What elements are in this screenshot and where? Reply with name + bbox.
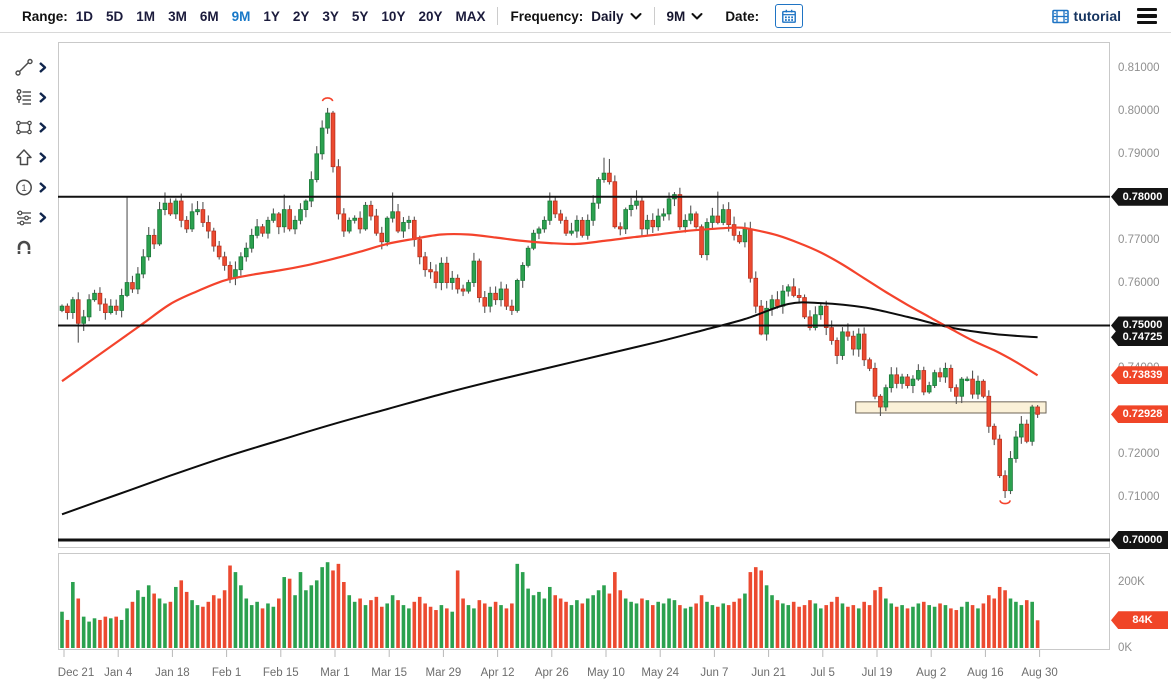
volume-axis-label: 0K: [1118, 642, 1133, 654]
chevron-down-icon: [630, 12, 642, 19]
date-label: Date:: [725, 8, 760, 24]
moving-average-fast: [61, 226, 1039, 383]
date-label: Jun 7: [700, 667, 729, 679]
range-option-3m[interactable]: 3M: [168, 8, 187, 24]
date-label: Jan 4: [104, 667, 133, 679]
moving-average-slow: [61, 301, 1038, 516]
shape-icon: [16, 120, 32, 134]
range-option-3y[interactable]: 3Y: [322, 8, 339, 24]
magnet-icon: [17, 240, 31, 254]
chevron-right-icon: [39, 211, 47, 223]
svg-text:1: 1: [21, 183, 26, 194]
resistance-zone: [855, 401, 1047, 414]
top-toolbar: Range: 1D 5D 1M 3M 6M 9M 1Y 2Y 3Y 5Y 10Y 20Y MAX Fre…: [0, 0, 1171, 33]
chevron-right-icon: [39, 181, 47, 193]
chevron-right-icon: [39, 61, 47, 73]
x-axis-ticks: [63, 650, 1041, 657]
date-label: Aug 16: [967, 667, 1004, 679]
date-label: May 24: [641, 667, 680, 679]
price-tag-0.70000: 0.70000: [1111, 531, 1168, 549]
chevron-right-icon: [39, 91, 47, 103]
period-value: 9M: [666, 8, 686, 24]
range-label: Range:: [22, 8, 68, 24]
price-pane[interactable]: [58, 42, 1110, 548]
range-option-20y[interactable]: 20Y: [418, 8, 443, 24]
date-label: Aug 2: [916, 667, 947, 679]
date-label: May 10: [587, 667, 625, 679]
date-picker-button[interactable]: [775, 4, 804, 28]
range-option-9m[interactable]: 9M: [231, 8, 251, 24]
date-label: Mar 1: [320, 667, 350, 679]
tool-fibonacci[interactable]: [14, 84, 56, 110]
volume-axis-label: 200K: [1118, 576, 1145, 588]
date-label: Dec 21: [57, 667, 95, 679]
tool-shape[interactable]: [14, 114, 56, 140]
date-label: Jun 21: [751, 667, 786, 679]
price-axis-label: 0.80000: [1118, 104, 1160, 117]
candles: [59, 107, 1040, 498]
date-label: Jul 5: [810, 667, 835, 679]
level-lines: [58, 195, 1110, 542]
range-options: 1D 5D 1M 3M 6M 9M 1Y 2Y 3Y 5Y 10Y 20Y MAX: [76, 9, 486, 24]
range-option-10y[interactable]: 10Y: [381, 8, 406, 24]
price-axis-label: 0.81000: [1118, 62, 1160, 74]
tool-arrow[interactable]: [14, 144, 56, 170]
range-option-2y[interactable]: 2Y: [292, 8, 310, 24]
toolbar-right: tutorial: [1051, 8, 1157, 24]
range-option-5y[interactable]: 5Y: [351, 8, 369, 24]
tool-magnet[interactable]: [14, 234, 56, 260]
indicator-icon: [17, 210, 31, 225]
trend-line-icon: [15, 58, 33, 76]
date-label: Feb 1: [211, 667, 242, 679]
tool-trend-line[interactable]: [14, 54, 56, 80]
date-label: Mar 15: [371, 667, 408, 679]
date-label: Aug 30: [1021, 667, 1058, 679]
pattern-markers: [321, 97, 1011, 505]
price-axis-label: 0.77000: [1118, 233, 1160, 246]
price-axis-label: 0.76000: [1118, 276, 1160, 289]
frequency-value: Daily: [591, 8, 624, 24]
fibonacci-icon: [16, 88, 31, 105]
date-label: Jan 18: [155, 667, 190, 679]
price-tag-0.73839: 0.73839: [1111, 366, 1168, 385]
range-option-1y[interactable]: 1Y: [263, 8, 280, 24]
calendar-icon: [782, 9, 797, 23]
price-axis-label: 0.72000: [1118, 448, 1160, 461]
price-axis-label: 0.71000: [1118, 491, 1160, 504]
film-icon: [1051, 9, 1069, 23]
price-axis-label: 0.79000: [1118, 147, 1160, 160]
volume-bars: [60, 562, 1040, 648]
frequency-label: Frequency:: [510, 8, 584, 24]
period-dropdown[interactable]: 9M: [667, 9, 704, 24]
range-option-max[interactable]: MAX: [455, 8, 486, 24]
tool-indicator[interactable]: [14, 204, 56, 230]
date-label: Jul 19: [861, 667, 893, 679]
chevron-right-icon: [39, 121, 47, 133]
range-option-1m[interactable]: 1M: [136, 8, 156, 24]
toolbar-divider: [497, 7, 499, 25]
price-tag-0.74725: 0.74725: [1111, 328, 1168, 347]
toolbar-divider: [653, 7, 655, 25]
frequency-dropdown[interactable]: Daily: [591, 8, 642, 24]
tutorial-button[interactable]: tutorial: [1051, 8, 1121, 24]
menu-button[interactable]: [1137, 8, 1157, 24]
price-tag-0.78000: 0.78000: [1111, 187, 1168, 206]
date-label: Apr 12: [480, 667, 515, 679]
date-label: Apr 26: [534, 667, 569, 679]
range-option-5d[interactable]: 5D: [106, 8, 124, 24]
tool-annotation-number[interactable]: 1: [14, 174, 56, 200]
volume-tag: 84K: [1111, 611, 1168, 630]
range-option-1d[interactable]: 1D: [75, 8, 94, 24]
price-tag-0.72928: 0.72928: [1111, 405, 1168, 424]
date-label: Feb 15: [262, 667, 299, 679]
arrow-icon: [16, 148, 32, 165]
chevron-down-icon: [691, 12, 703, 19]
date-label: Mar 29: [425, 667, 462, 679]
range-option-6m[interactable]: 6M: [199, 8, 219, 24]
tutorial-label: tutorial: [1073, 8, 1121, 24]
chevron-right-icon: [39, 151, 47, 163]
annotation-number-icon: 1: [16, 179, 32, 195]
